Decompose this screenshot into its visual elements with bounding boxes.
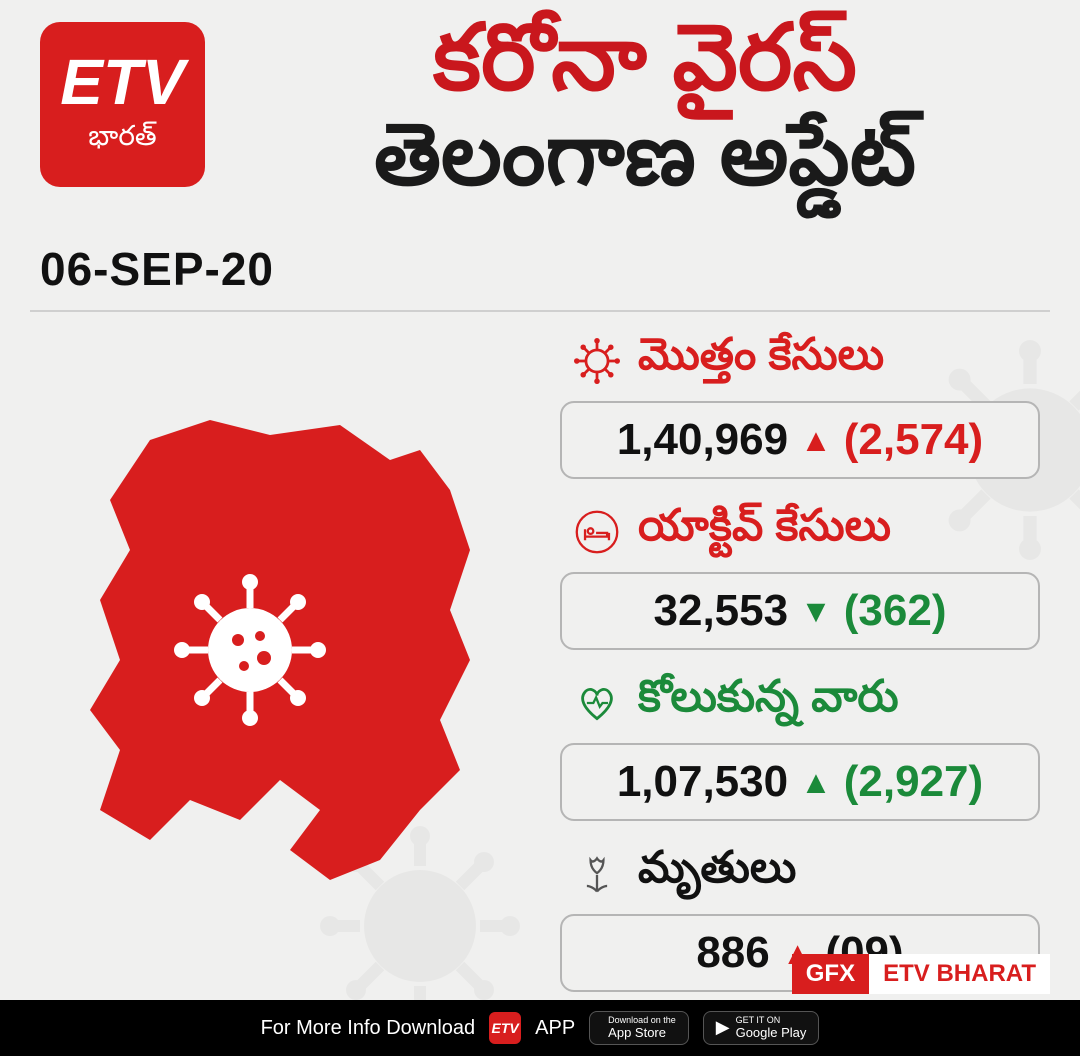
stat-label: మొత్తం కేసులు — [638, 330, 884, 391]
googleplay-badge[interactable]: ▶ GET IT ONGoogle Play — [703, 1011, 820, 1045]
logo-main: ETV — [60, 50, 184, 114]
stat-value-box: 1,07,530 ▲ (2,927) — [560, 743, 1040, 821]
footer-app-label: APP — [535, 1017, 575, 1040]
stat-value-box: 1,40,969 ▲ (2,574) — [560, 401, 1040, 479]
stats-column: మొత్తం కేసులు 1,40,969 ▲ (2,574) యాక్టివ… — [560, 330, 1040, 1014]
stat-delta: (2,574) — [844, 415, 983, 465]
page-title: కరోనా వైరస్ తెలంగాణ అప్డేట్ — [240, 12, 1050, 200]
stat-active-cases: యాక్టివ్ కేసులు 32,553 ▼ (362) — [560, 501, 1040, 650]
logo-sub: భారత్ — [88, 120, 156, 159]
stat-value: 886 — [696, 928, 769, 978]
play-icon: ▶ — [716, 1018, 730, 1038]
stat-value: 32,553 — [654, 586, 789, 636]
divider — [30, 310, 1050, 312]
gfx-badge: GFX ETV BHARAT — [792, 954, 1050, 994]
telangana-map — [30, 380, 510, 940]
stat-total-cases: మొత్తం కేసులు 1,40,969 ▲ (2,574) — [560, 330, 1040, 479]
virus-icon — [574, 338, 620, 384]
stat-value: 1,07,530 — [617, 757, 788, 807]
stat-value: 1,40,969 — [617, 415, 788, 465]
stat-delta: (2,927) — [844, 757, 983, 807]
tulip-icon — [574, 851, 620, 897]
stat-label: మృతులు — [638, 843, 796, 904]
channel-logo: ETV భారత్ — [40, 22, 205, 187]
stat-label: యాక్టివ్ కేసులు — [638, 501, 891, 562]
trend-arrow-icon: ▼ — [800, 593, 832, 630]
footer-bar: For More Info Download ETV APP Download … — [0, 1000, 1080, 1056]
trend-arrow-icon: ▲ — [800, 422, 832, 459]
footer-text: For More Info Download — [261, 1017, 476, 1040]
mini-logo-icon: ETV — [489, 1012, 521, 1044]
title-line2: తెలంగాణ అప్డేట్ — [240, 110, 1050, 200]
gfx-white-label: ETV BHARAT — [869, 954, 1050, 994]
gfx-red-label: GFX — [792, 954, 869, 994]
appstore-badge[interactable]: Download on theApp Store — [589, 1011, 689, 1045]
bed-icon — [574, 509, 620, 555]
title-line1: కరోనా వైరస్ — [240, 12, 1050, 104]
stat-value-box: 32,553 ▼ (362) — [560, 572, 1040, 650]
stat-delta: (362) — [844, 586, 947, 636]
stat-label: కోలుకున్న వారు — [638, 672, 899, 733]
trend-arrow-icon: ▲ — [800, 764, 832, 801]
stat-recovered: కోలుకున్న వారు 1,07,530 ▲ (2,927) — [560, 672, 1040, 821]
update-date: 06-SEP-20 — [40, 242, 274, 296]
heart-icon — [574, 680, 620, 726]
